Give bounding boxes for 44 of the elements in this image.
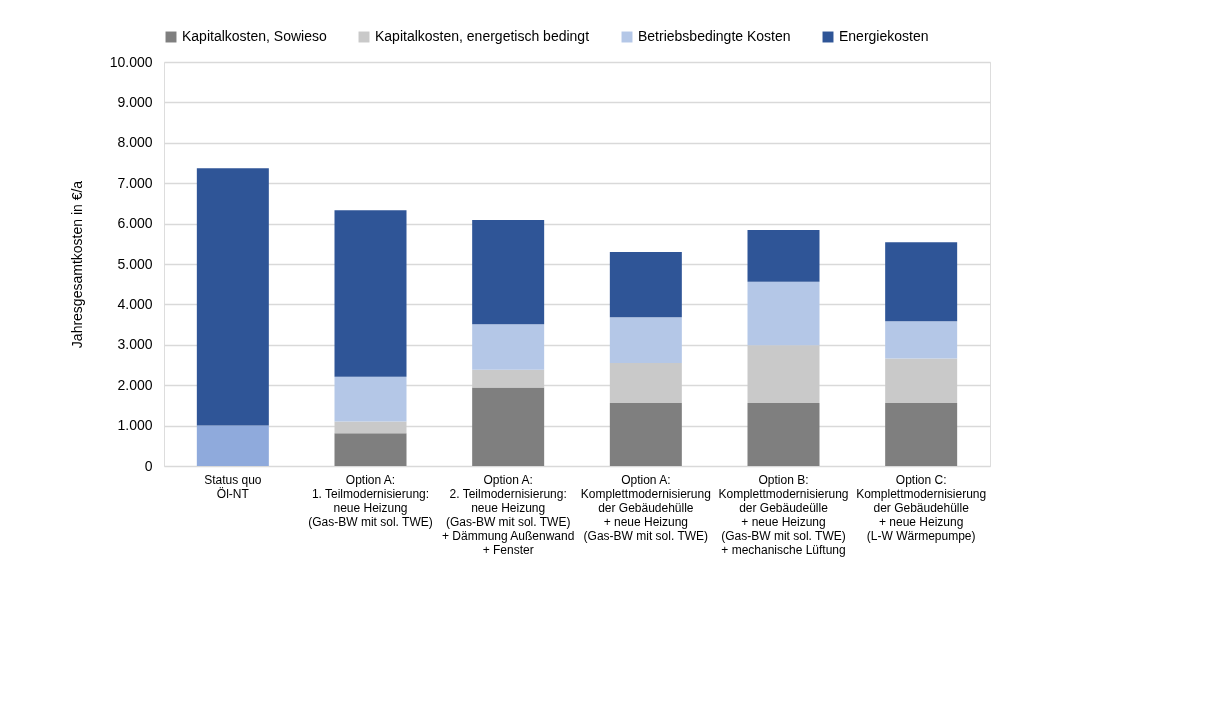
y-tick-label: 6.000	[117, 215, 153, 232]
y-tick-label: 8.000	[117, 134, 153, 151]
bar	[196, 168, 269, 426]
y-tick-label: 7.000	[117, 174, 153, 191]
x-tick-label: Option A: 1. Teilmodernisierung: neue Heizung (Gas-BW mit sol. TWE)	[308, 472, 433, 529]
bar	[334, 210, 407, 377]
bar	[334, 433, 407, 466]
bar	[334, 421, 407, 434]
bar	[609, 362, 682, 403]
bar	[472, 219, 545, 325]
bar	[334, 376, 407, 422]
x-tick-label: Option C: Komplettmodernisierung der Gebäudehülle + neue Heizung (L-W Wärmepumpe)	[856, 472, 987, 543]
legend-label: Energiekosten	[839, 28, 929, 44]
legend-label: Kapitalkosten, Sowieso	[182, 28, 327, 44]
y-tick-label: 1.000	[117, 417, 153, 434]
y-tick-label: 4.000	[117, 295, 153, 312]
bar	[609, 402, 682, 466]
bar	[747, 230, 820, 282]
x-tick-label: Option A: Komplettmodernisierung der Gebäudehülle + neue Heizung (Gas-BW mit sol. TWE)	[580, 472, 711, 543]
y-tick-label: 3.000	[117, 336, 153, 353]
bar	[472, 324, 545, 370]
bar	[196, 425, 269, 466]
legend-label: Betriebsbedingte Kosten	[638, 28, 791, 44]
bar	[609, 251, 682, 318]
y-tick-label: 5.000	[117, 255, 153, 272]
legend-label: Kapitalkosten, energetisch bedingt	[375, 28, 590, 44]
y-tick-label: 2.000	[117, 376, 153, 393]
y-tick-label: 10.000	[109, 53, 153, 70]
bar	[885, 358, 958, 403]
bar	[472, 387, 545, 466]
bar	[609, 317, 682, 363]
bar	[885, 321, 958, 359]
bar	[747, 281, 820, 346]
y-tick-label: 0	[144, 457, 153, 474]
bar	[885, 242, 958, 322]
bar	[747, 345, 820, 403]
x-tick-label: Option A: 2. Teilmodernisierung: neue Heizung (Gas-BW mit sol. TWE) + Dämmung Außenwand + Fenster	[441, 472, 575, 557]
x-tick-label: Status quo Öl-NT	[204, 472, 262, 501]
bar	[472, 369, 545, 388]
y-axis-title: Jahresgesamtkosten in €/a	[68, 180, 85, 349]
bar	[885, 402, 958, 466]
y-tick-label: 9.000	[117, 93, 153, 110]
bar	[747, 402, 820, 466]
x-tick-label: Option B: Komplettmodernisierung der Gebäudeülle + neue Heizung (Gas-BW mit sol. TWE) + mechanische Lüftung	[718, 472, 849, 557]
